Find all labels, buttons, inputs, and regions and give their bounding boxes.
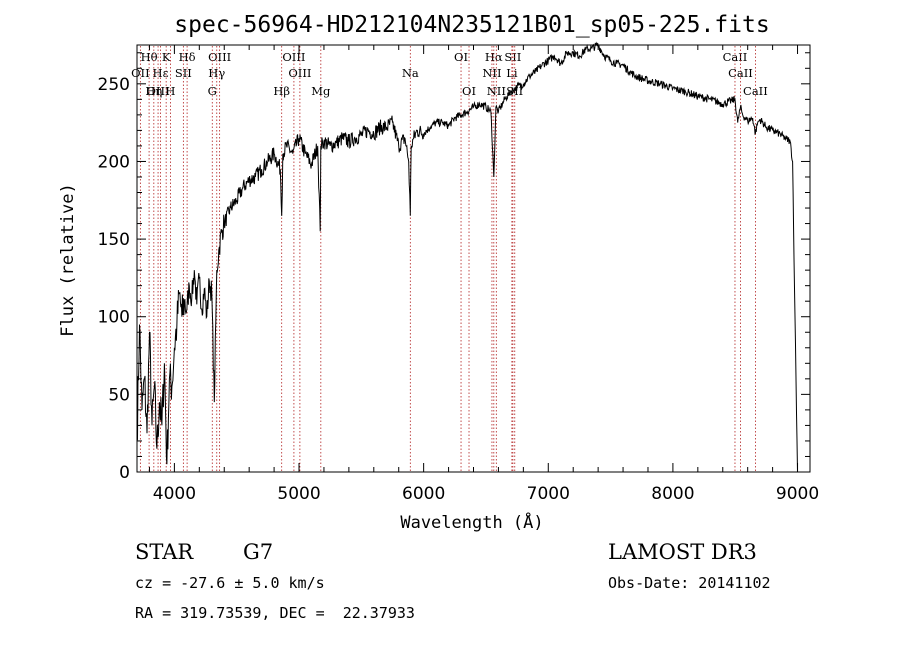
spectral-line-label: OIII <box>147 84 170 98</box>
y-tick-label: 150 <box>98 230 130 250</box>
spectral-line-label: Li <box>506 66 518 80</box>
object-type: STAR <box>135 540 194 564</box>
spectral-line-label: Hη <box>145 84 162 98</box>
x-tick-label: 6000 <box>402 484 445 504</box>
spectrum-line <box>136 41 798 473</box>
y-tick-label: 250 <box>98 75 130 95</box>
x-tick-label: 9000 <box>776 484 819 504</box>
spectral-line-label: OI <box>462 84 476 98</box>
x-tick-label: 7000 <box>527 484 570 504</box>
observation-date: Obs-Date: 20141102 <box>608 574 771 592</box>
spectral-line-label: Hβ <box>273 84 290 98</box>
y-axis-label: Flux (relative) <box>58 183 78 337</box>
spectral-line-label: OI <box>454 50 468 64</box>
y-tick-label: 0 <box>119 463 130 483</box>
spectral-line-label: Na <box>402 66 419 80</box>
spectral-line-label: Hδ <box>179 50 196 64</box>
redshift-velocity: cz = -27.6 ± 5.0 km/s <box>135 574 325 592</box>
chart-title: spec-56964-HD212104N235121B01_sp05-225.f… <box>174 12 769 38</box>
x-tick-label: 4000 <box>153 484 196 504</box>
spectral-line-label: Mg <box>311 84 331 98</box>
spectral-line-label: CaII <box>728 66 753 80</box>
spectral-line-label: OII <box>131 66 150 80</box>
y-tick-label: 200 <box>98 152 130 172</box>
spectral-line-label: K <box>162 50 171 64</box>
spectral-line-label: CaII <box>723 50 748 64</box>
spectral-line-label: NII <box>482 66 501 80</box>
spectral-line-label: Hα <box>485 50 503 64</box>
spectral-line-label: H <box>165 84 175 98</box>
x-axis-label: Wavelength (Å) <box>400 511 543 533</box>
y-tick-label: 100 <box>98 308 130 328</box>
coordinates: RA = 319.73539, DEC = 22.37933 <box>135 604 415 622</box>
y-tick-label: 50 <box>108 385 130 405</box>
spectral-line-label: OIII <box>288 66 311 80</box>
spectral-line-label: OIII <box>282 50 305 64</box>
plot-frame <box>136 44 811 473</box>
spectral-subclass: G7 <box>243 540 274 564</box>
spectral-line-label: NII <box>487 84 506 98</box>
spectral-line-label: Hθ <box>141 50 158 64</box>
x-tick-label: 5000 <box>277 484 320 504</box>
x-axis: 4000 5000 6000 7000 8000 9000 <box>148 45 819 504</box>
survey-name: LAMOST DR3 <box>608 540 757 564</box>
spectral-line-label: OIII <box>208 50 231 64</box>
spectral-line-label: Hε <box>153 66 169 80</box>
x-tick-label: 8000 <box>651 484 694 504</box>
spectral-line-label: SII <box>175 66 192 80</box>
spectral-line-label: Hγ <box>208 66 225 80</box>
spectral-line-label: G <box>208 84 217 98</box>
y-axis: 0 50 100 150 200 250 <box>98 52 810 483</box>
spectral-line-label: CaII <box>743 84 768 98</box>
spectral-line-label: SII <box>504 50 521 64</box>
